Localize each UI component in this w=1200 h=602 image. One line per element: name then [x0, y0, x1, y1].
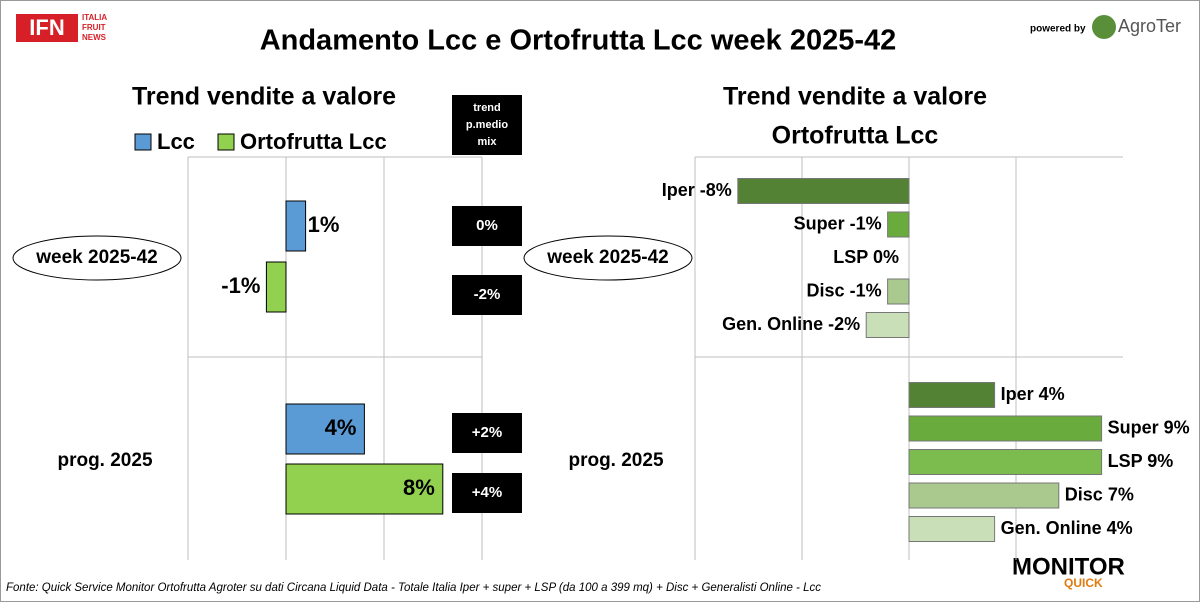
monitor-logo: MONITOR [1012, 553, 1125, 580]
bar [908, 415, 1103, 442]
data-label: 4% [325, 415, 357, 440]
bar [908, 482, 1060, 509]
group-label: prog. 2025 [568, 450, 663, 471]
mix-header: trend [473, 102, 501, 114]
data-label: Gen. Online 4% [1001, 518, 1133, 538]
page-title: Andamento Lcc e Ortofrutta Lcc week 2025… [260, 25, 897, 57]
group-label: week 2025-42 [35, 247, 158, 268]
mix-label: +2% [472, 424, 502, 441]
legend-swatch [134, 133, 152, 151]
logo: IFN [29, 15, 64, 40]
mix-box [452, 206, 522, 246]
data-label: Super 9% [1108, 417, 1190, 437]
data-label: Iper 4% [1001, 384, 1065, 404]
data-label: 1% [308, 212, 340, 237]
bar [865, 312, 910, 338]
mix-label: 0% [476, 217, 498, 234]
mix-box [452, 413, 522, 453]
mix-header: mix [478, 136, 498, 148]
mix-box [452, 275, 522, 315]
legend-label: Ortofrutta Lcc [240, 129, 387, 154]
bar [285, 403, 365, 455]
bar [908, 516, 996, 542]
bar [887, 211, 910, 238]
bar [285, 463, 444, 515]
legend-label: Lcc [157, 129, 195, 154]
group-label: week 2025-42 [546, 247, 669, 268]
source-note: Fonte: Quick Service Monitor Ortofrutta … [6, 582, 821, 594]
data-label: Super -1% [794, 213, 882, 233]
brand-icon [1092, 15, 1116, 39]
data-label: Iper -8% [662, 180, 732, 200]
logo-sub: ITALIA [82, 13, 107, 22]
legend-swatch [217, 133, 235, 151]
data-label: Gen. Online -2% [722, 314, 860, 334]
data-label: LSP 9% [1108, 451, 1174, 471]
chart-title: Ortofrutta Lcc [772, 122, 939, 150]
chart-title: Trend vendite a valore [723, 83, 987, 111]
group-ellipse [523, 235, 693, 281]
data-label: Disc -1% [807, 280, 882, 300]
data-label: LSP 0% [833, 247, 899, 267]
data-label: Disc 7% [1065, 484, 1134, 504]
mix-header-box [452, 95, 522, 155]
bar [887, 278, 910, 305]
group-label: prog. 2025 [57, 450, 152, 471]
logo-sub: FRUIT [82, 23, 106, 32]
chart-title: Trend vendite a valore [132, 83, 396, 111]
bar [908, 449, 1103, 475]
data-label: 8% [403, 475, 435, 500]
monitor-quick: QUICK [1064, 576, 1103, 590]
bar [908, 382, 996, 408]
powered-by: powered by [1030, 24, 1086, 35]
data-label: -1% [221, 273, 260, 298]
mix-label: +4% [472, 484, 502, 501]
mix-header: p.medio [466, 119, 508, 131]
logo-sub: NEWS [82, 33, 107, 42]
bar [285, 200, 307, 252]
logo-box [16, 14, 78, 42]
group-ellipse [12, 235, 182, 281]
bar [737, 178, 910, 204]
mix-box [452, 473, 522, 513]
brand: AgroTer [1118, 16, 1181, 36]
mix-label: -2% [474, 286, 501, 303]
bar [265, 261, 287, 313]
